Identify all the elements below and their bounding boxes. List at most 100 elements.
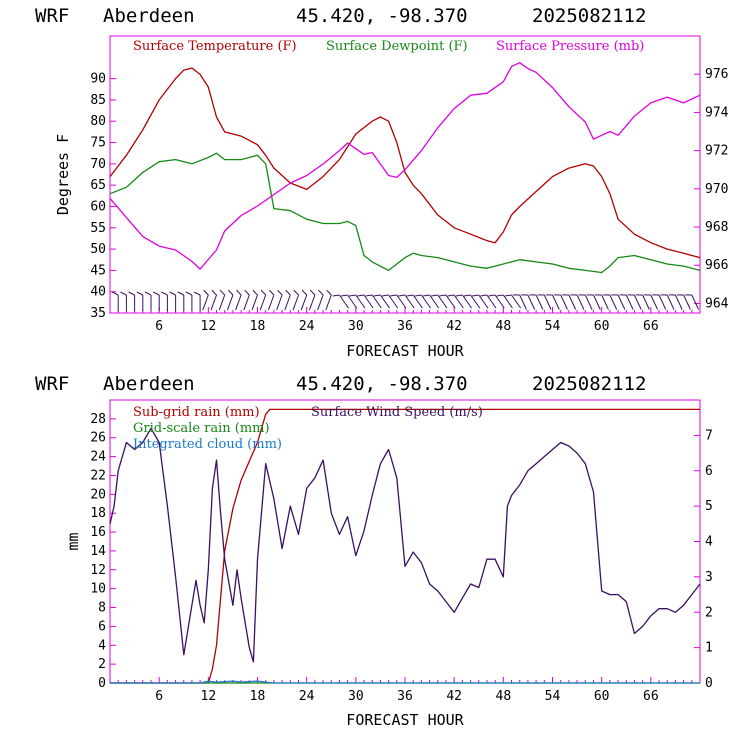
wind-barb-shaft xyxy=(545,294,560,310)
y-left-tick-label: 60 xyxy=(90,199,106,214)
wind-barb-flag xyxy=(285,289,291,296)
wind-barb-shaft xyxy=(422,294,440,309)
y-left-tick-label: 0 xyxy=(98,676,106,691)
y-right-tick-label: 2 xyxy=(705,605,713,620)
wind-barb-staff xyxy=(658,294,667,310)
wind-barb-shaft xyxy=(578,294,593,310)
y-left-tick-label: 10 xyxy=(90,582,106,597)
wind-barb-shaft xyxy=(644,294,659,310)
header-init-time: 2025082112 xyxy=(532,5,646,27)
wind-barb-flag xyxy=(349,294,356,297)
wind-barb-flag xyxy=(472,294,479,297)
wind-barb-staff xyxy=(568,294,577,310)
wind-barb xyxy=(537,294,552,310)
wind-barb-flag xyxy=(203,289,209,296)
wind-barb-staff xyxy=(502,294,513,309)
wind-barb-flag xyxy=(562,294,569,296)
wind-barb xyxy=(439,294,456,309)
wind-barb xyxy=(218,289,226,311)
y-right-tick-label: 966 xyxy=(705,258,728,273)
wind-barb-staff xyxy=(470,294,481,309)
wind-barb-flag xyxy=(545,294,553,296)
wind-barb xyxy=(472,294,489,309)
wind-barb-shaft xyxy=(390,294,407,309)
y-left-tick-label: 12 xyxy=(90,563,106,578)
header-model: WRF xyxy=(35,373,69,395)
x-tick-label: 36 xyxy=(397,689,413,704)
wind-barb-staff xyxy=(347,294,358,309)
wind-barb-flag xyxy=(301,289,308,296)
wind-barb xyxy=(570,294,585,310)
wind-barb-staff xyxy=(308,294,316,311)
x-axis-label: FORECAST HOUR xyxy=(346,711,464,729)
wind-barb-shaft xyxy=(193,291,201,311)
wind-barb-staff xyxy=(235,294,242,311)
wind-barb-shaft xyxy=(226,289,234,311)
y-left-tick-label: 4 xyxy=(98,638,106,653)
wind-barb-flag xyxy=(398,294,406,297)
wind-barb-flag xyxy=(193,291,201,296)
wind-barb xyxy=(594,294,609,310)
wind-barb-staff xyxy=(355,294,366,309)
wind-barb-flag xyxy=(611,294,619,296)
wind-barb-flag xyxy=(594,294,602,296)
wind-barb-shaft xyxy=(447,294,464,309)
wind-barb xyxy=(619,294,634,310)
wind-barb-staff xyxy=(445,294,456,309)
wind-barb-flag xyxy=(414,294,422,297)
header-init-time: 2025082112 xyxy=(532,373,646,395)
wind-barb-flag xyxy=(357,294,365,297)
wind-barb xyxy=(332,294,349,309)
wind-barb-shaft xyxy=(243,289,250,311)
y-right-tick-label: 0 xyxy=(705,676,713,691)
wind-barb xyxy=(414,294,431,309)
legend-entry: Surface Temperature (F) xyxy=(133,39,297,54)
wind-barb-staff xyxy=(259,294,267,311)
wind-barb xyxy=(676,294,691,310)
wind-barb-flag xyxy=(236,289,242,296)
wind-barb-staff xyxy=(642,294,650,310)
series-line-surface-pressure-mb- xyxy=(109,62,701,270)
wind-barb xyxy=(578,294,593,310)
series-line-surface-wind-speed-m-s- xyxy=(109,427,701,663)
legend-entry: Grid-scale rain (mm) xyxy=(133,421,270,436)
wind-barb-staff xyxy=(486,294,497,309)
wind-barb-shaft xyxy=(373,294,390,309)
x-tick-label: 60 xyxy=(594,689,610,704)
y-left-tick-label: 35 xyxy=(90,306,106,321)
wind-barb-staff xyxy=(437,294,448,309)
wind-barb-staff xyxy=(461,294,472,309)
wind-barb-staff xyxy=(292,294,299,311)
wind-barb-shaft xyxy=(398,294,415,309)
y-right-tick-label: 968 xyxy=(705,220,728,235)
wind-barb-shaft xyxy=(210,289,217,311)
wind-barb-staff xyxy=(617,294,626,310)
wind-barb xyxy=(611,294,626,310)
wind-barb-flag xyxy=(676,294,684,296)
wind-barb-shaft xyxy=(537,294,552,310)
y-left-tick-label: 14 xyxy=(90,544,106,559)
wind-barb-flag xyxy=(635,294,643,296)
wind-barb-shaft xyxy=(128,291,136,311)
wind-barb xyxy=(340,294,358,309)
wind-barb xyxy=(177,291,185,311)
wind-barb xyxy=(562,294,577,310)
wind-barb-staff xyxy=(412,294,423,309)
wind-barb-flag xyxy=(537,294,545,296)
x-tick-label: 24 xyxy=(299,689,315,704)
x-tick-label: 18 xyxy=(250,689,266,704)
wind-barb xyxy=(398,294,415,309)
wind-barb-shaft xyxy=(627,294,642,310)
y-left-tick-label: 26 xyxy=(90,431,106,446)
wind-barb-staff xyxy=(478,294,489,309)
wind-barb xyxy=(644,294,659,310)
wind-barb xyxy=(422,294,440,309)
wind-barb-shaft xyxy=(381,294,399,309)
wind-barb xyxy=(390,294,407,309)
wind-barb xyxy=(373,294,390,309)
wind-barb-staff xyxy=(300,294,308,311)
wind-barb-shaft xyxy=(472,294,489,309)
wind-barb xyxy=(668,294,683,310)
wind-barb xyxy=(185,291,193,311)
